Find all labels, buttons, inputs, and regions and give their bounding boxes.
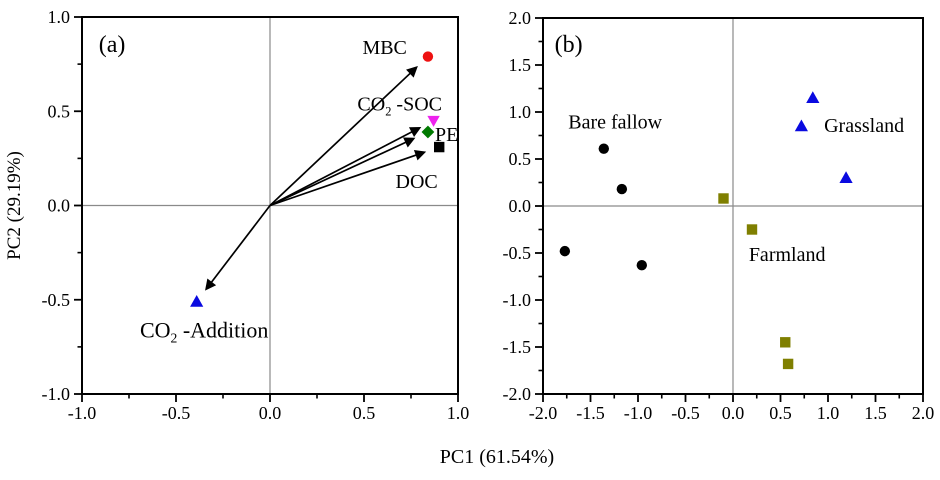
x-tick-label: -0.5: [671, 403, 700, 423]
data-point: [616, 183, 628, 195]
panel-label-a: (a): [99, 32, 126, 58]
y-tick-label: -0.5: [42, 290, 71, 310]
panel-label-b: (b): [555, 32, 583, 58]
y-tick-label: 0.0: [509, 196, 532, 216]
loading-marker-co2-soc: [427, 115, 440, 127]
series-bare-fallow: [559, 143, 647, 271]
y-tick-label: 0.5: [509, 149, 532, 169]
label-pe: PE: [435, 124, 458, 146]
panel-a: (a) MBC CO2 -SOC PE DOC CO2 -Addition -1.0 -0.5…: [4, 7, 469, 423]
loading-marker-co2-addition: [190, 295, 204, 307]
loading-arrow-co2-soc: [269, 127, 422, 207]
x-tick-label: 0.5: [353, 403, 376, 423]
x-tick-label: 1.0: [817, 403, 840, 423]
series-farmland: [718, 193, 794, 370]
loading-arrow-mbc: [269, 66, 418, 207]
data-point: [559, 245, 571, 257]
data-point: [839, 171, 853, 183]
label-farmland: Farmland: [749, 244, 826, 266]
y-tick-label: 2.0: [509, 8, 532, 28]
x-tick-label: 1.5: [864, 403, 887, 423]
data-point: [780, 337, 791, 348]
x-tick-label: -1.0: [68, 403, 97, 423]
y-tick-label: 1.5: [509, 55, 532, 75]
label-mbc: MBC: [362, 37, 406, 59]
x-tick-label: -1.0: [624, 403, 653, 423]
label-doc: DOC: [396, 171, 438, 193]
series-grassland: [794, 91, 853, 183]
y-tick-label: -0.5: [503, 243, 532, 263]
x-axis-label: PC1 (61.54%): [440, 446, 554, 468]
x-tick-label: -0.5: [162, 403, 191, 423]
x-tick-label: 2.0: [912, 403, 935, 423]
y-tick-label: 1.0: [48, 7, 71, 27]
x-tick-label: 1.0: [447, 403, 470, 423]
x-tick-label: 0.0: [259, 403, 282, 423]
y-axis-label: PC2 (29.19%): [4, 151, 25, 260]
y-tick-label: -1.0: [42, 384, 71, 404]
y-tick-label: -1.5: [503, 337, 532, 357]
loading-marker-pe: [421, 125, 435, 139]
label-co2-addition: CO2 -Addition: [140, 318, 268, 346]
x-tick-label: -1.5: [576, 403, 605, 423]
data-point: [636, 260, 647, 271]
loading-marker-mbc: [422, 51, 434, 62]
label-grassland: Grassland: [824, 115, 904, 137]
data-point: [746, 224, 758, 235]
loading-arrow-pe: [269, 137, 416, 207]
y-tick-label: 1.0: [509, 102, 532, 122]
label-co2-soc: CO2 -SOC: [357, 94, 442, 119]
data-point: [718, 193, 729, 204]
y-tick-label: 0.0: [48, 196, 71, 216]
loading-marker-doc: [434, 141, 445, 153]
y-tick-label: 0.5: [48, 101, 71, 121]
y-tick-label: -2.0: [503, 384, 532, 404]
data-point: [598, 143, 609, 154]
data-point: [794, 119, 808, 132]
x-tick-label: -2.0: [529, 403, 558, 423]
x-tick-label: 0.5: [769, 403, 792, 423]
y-tick-label: -1.0: [503, 290, 532, 310]
data-point: [782, 358, 794, 370]
loading-arrow-doc: [269, 149, 427, 207]
x-tick-label: 0.0: [722, 403, 745, 423]
loading-arrow-co2-addition: [205, 204, 271, 291]
data-point: [806, 91, 820, 104]
label-bare-fallow: Bare fallow: [568, 111, 662, 133]
